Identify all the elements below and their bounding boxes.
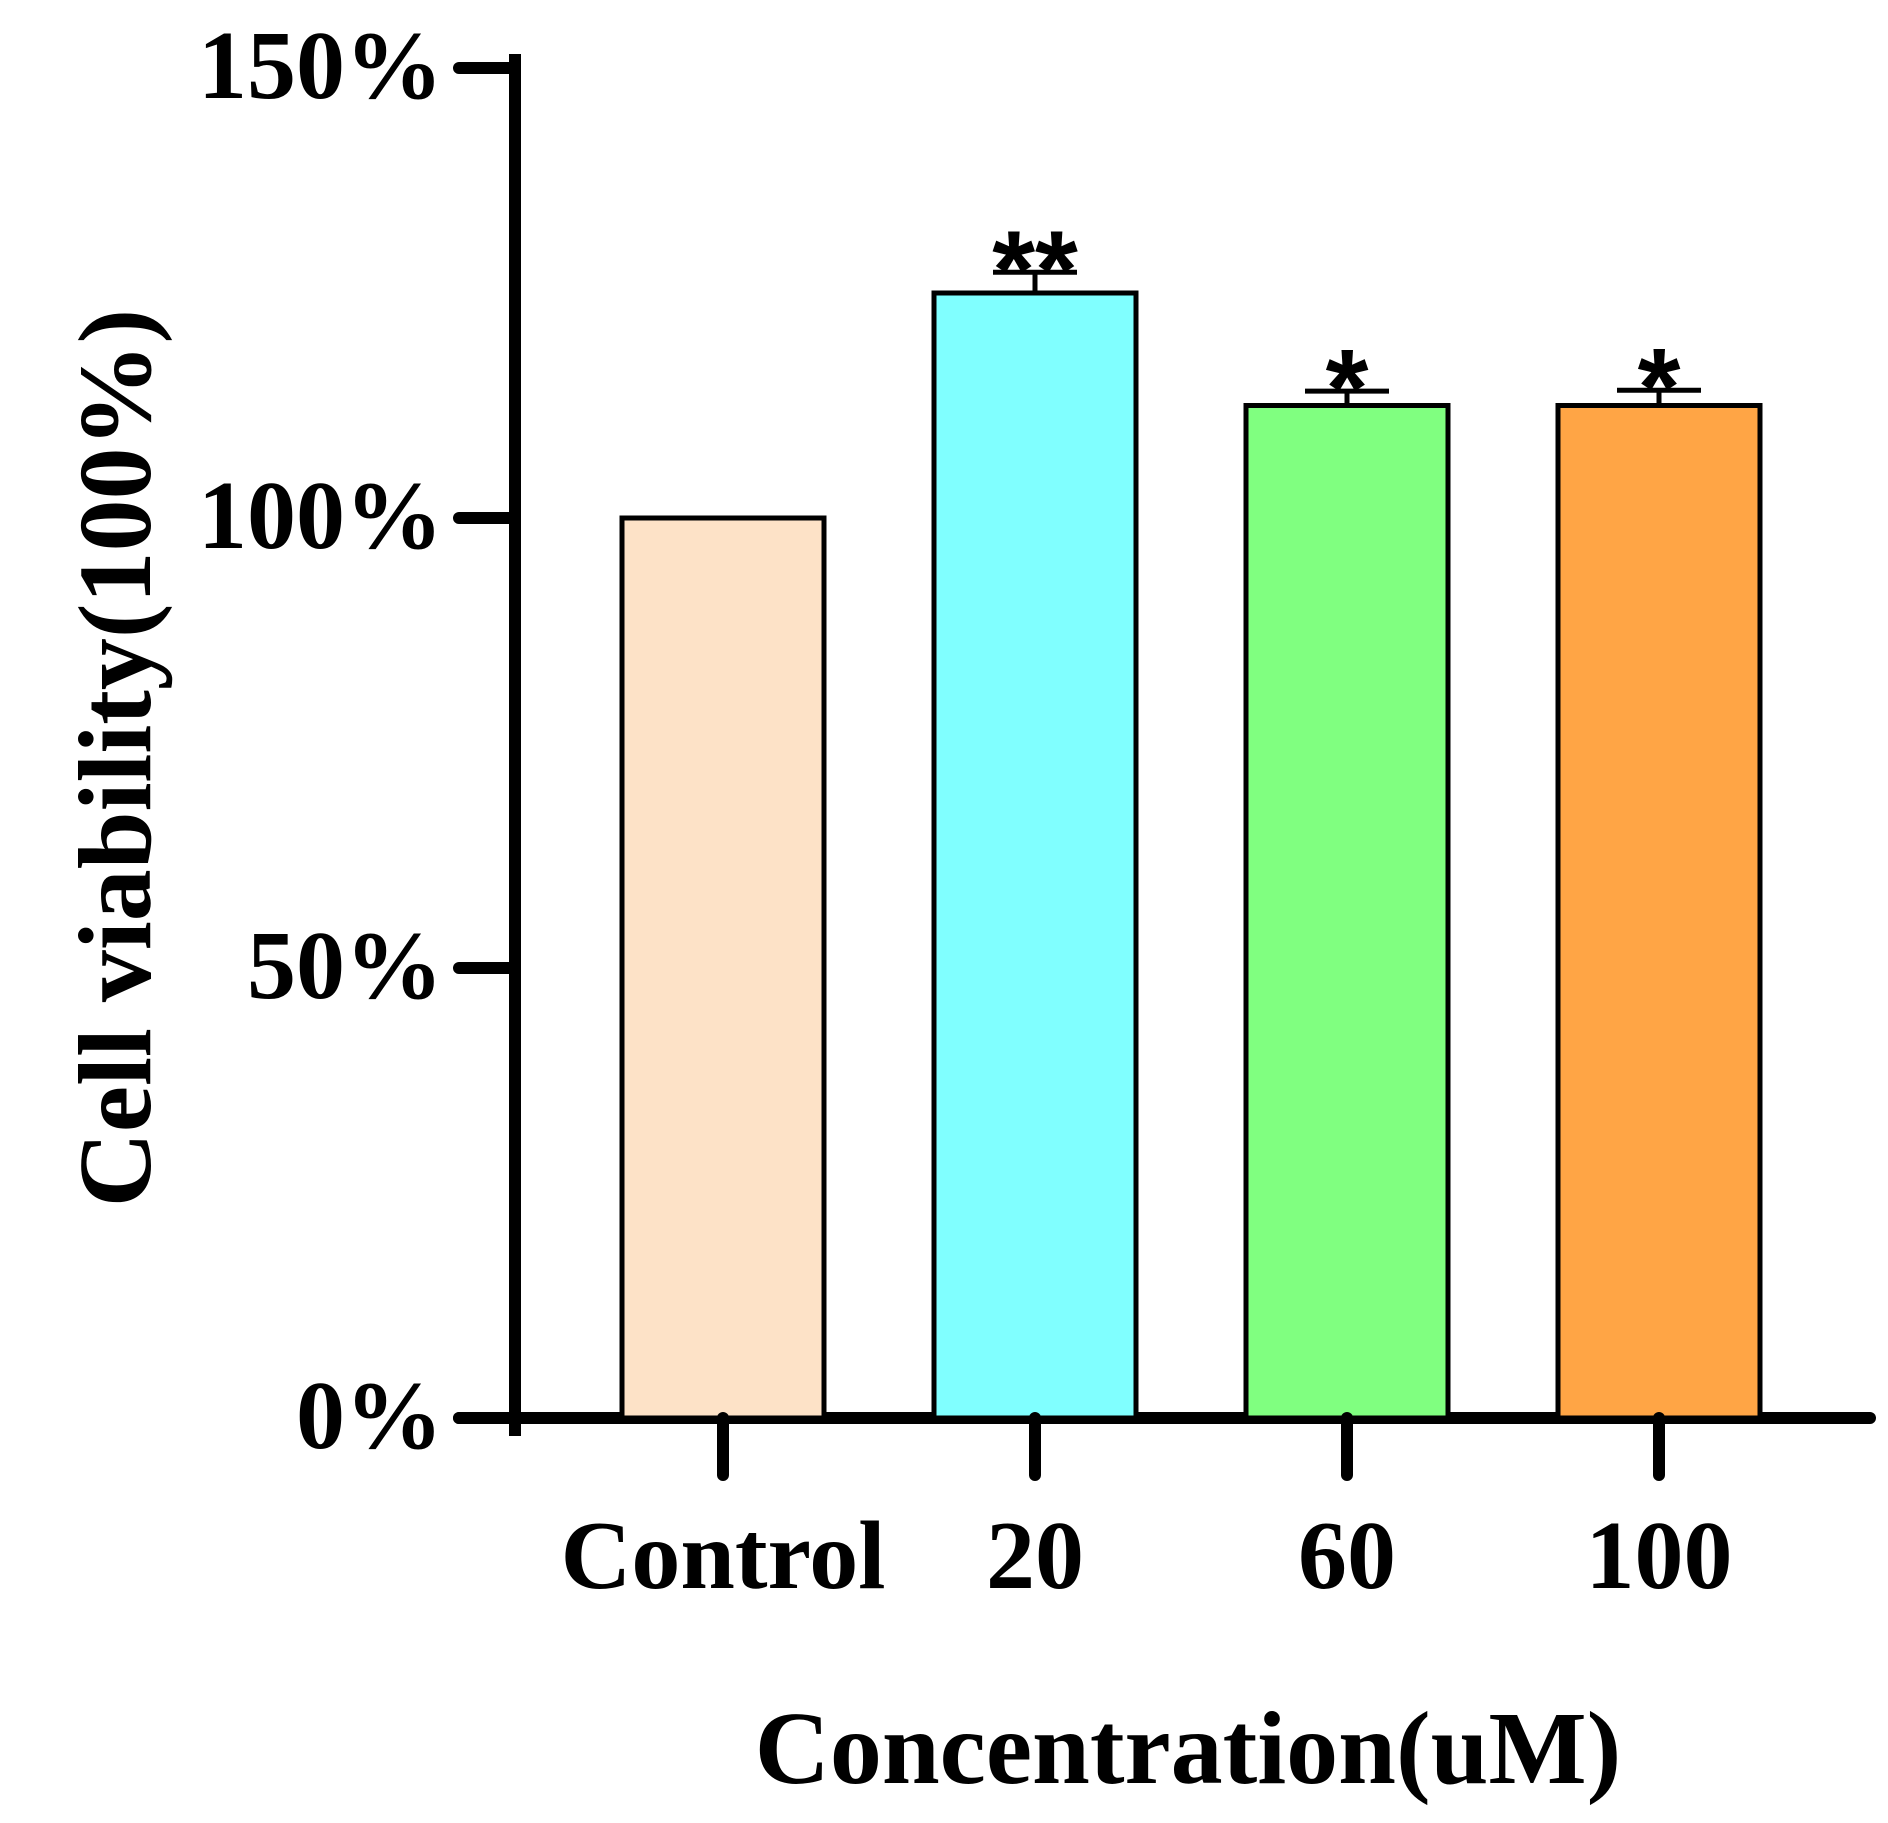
bar — [1555, 403, 1763, 1421]
bars — [619, 269, 1763, 1421]
x-axis-title: Concentration(uM) — [755, 1691, 1622, 1806]
labels: 0% 50% 100% 150% Control 20 ** 60 * 100 * — [198, 12, 1733, 1610]
y-tick-label: 0% — [296, 1362, 443, 1470]
bar — [1243, 403, 1451, 1421]
y-axis-title: Cell viability(100%) — [58, 309, 173, 1207]
significance-label: * — [1638, 326, 1681, 449]
x-tick-label: 60 — [1298, 1502, 1396, 1610]
x-tick-label: 20 — [986, 1502, 1084, 1610]
significance-label: * — [1326, 327, 1369, 450]
bar — [931, 290, 1139, 1421]
bar — [619, 515, 827, 1421]
x-tick-label: 100 — [1586, 1502, 1733, 1610]
y-tick-label: 150% — [198, 12, 443, 120]
significance-label: ** — [992, 208, 1078, 331]
y-tick-label: 50% — [247, 912, 443, 1020]
y-tick-label: 100% — [198, 462, 443, 570]
ticks — [453, 62, 1665, 1481]
x-tick-label: Control — [561, 1502, 886, 1610]
